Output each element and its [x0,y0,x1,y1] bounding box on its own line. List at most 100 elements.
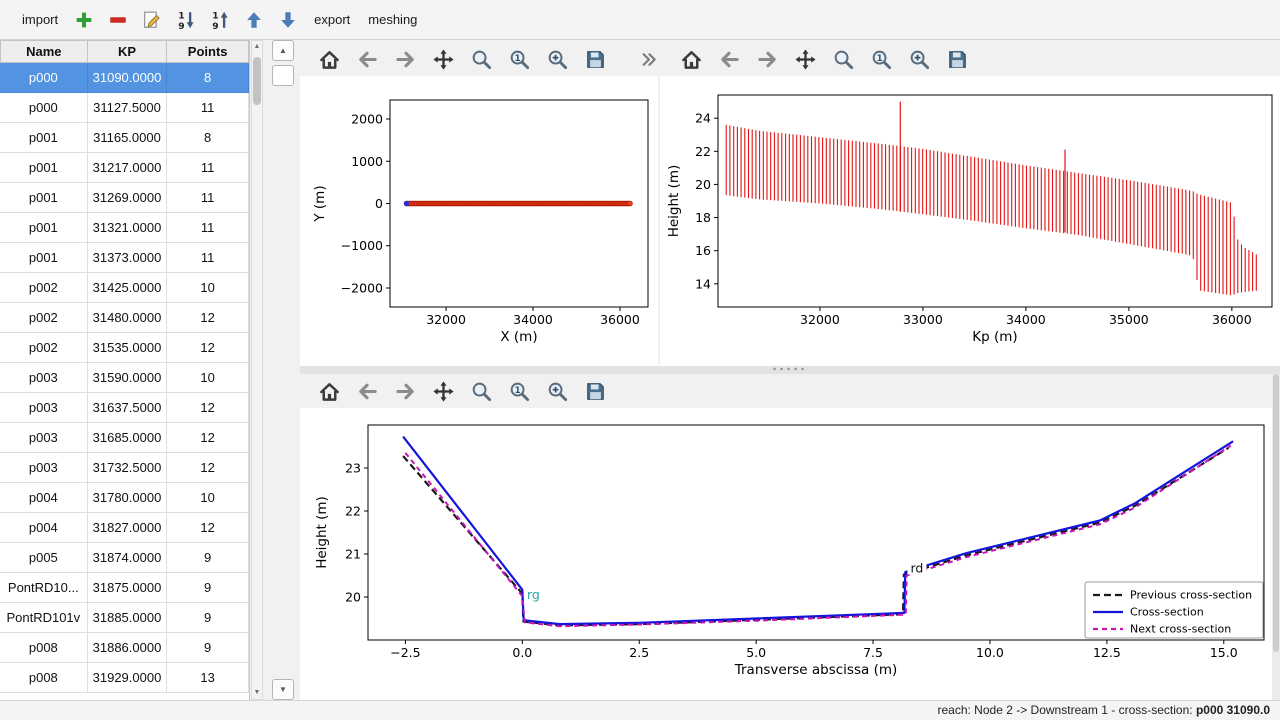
cell-kp[interactable]: 31217.0000 [87,153,168,183]
cell-points[interactable]: 11 [167,243,249,273]
cell-points[interactable]: 13 [167,663,249,693]
cell-points[interactable]: 11 [167,93,249,123]
cell-points[interactable]: 12 [167,453,249,483]
remove-cross-section-button[interactable] [106,8,130,32]
cell-points[interactable]: 12 [167,333,249,363]
zoom-orig-button[interactable]: 1 [506,46,532,72]
right-scrollbar-thumb[interactable] [1273,374,1279,652]
pan-button[interactable] [430,46,456,72]
cell-name[interactable]: p008 [0,633,88,663]
add-cross-section-button[interactable] [72,8,96,32]
horizontal-splitter[interactable]: ····· [300,362,1280,377]
home-button[interactable] [678,46,704,72]
export-button[interactable]: export [314,12,351,27]
table-row[interactable]: p005 31874.0000 9 [0,543,249,573]
zoom-button[interactable] [468,46,494,72]
pan-button[interactable] [430,378,456,404]
cell-name[interactable]: p001 [0,243,88,273]
home-button[interactable] [316,378,342,404]
back-button[interactable] [354,46,380,72]
pan-button[interactable] [792,46,818,72]
table-row[interactable]: p003 31637.5000 12 [0,393,249,423]
table-row[interactable]: p000 31090.0000 8 [0,63,249,93]
cell-kp[interactable]: 31373.0000 [87,243,168,273]
cell-name[interactable]: p001 [0,123,88,153]
cell-kp[interactable]: 31590.0000 [87,363,168,393]
cell-kp[interactable]: 31637.5000 [87,393,168,423]
table-row[interactable]: p004 31827.0000 12 [0,513,249,543]
cell-name[interactable]: p001 [0,213,88,243]
cell-name[interactable]: PontRD10... [0,573,88,603]
cell-kp[interactable]: 31269.0000 [87,183,168,213]
cell-name[interactable]: p002 [0,333,88,363]
table-row[interactable]: PontRD101v 31885.0000 9 [0,603,249,633]
zoom-orig-button[interactable]: 1 [868,46,894,72]
column-header-name[interactable]: Name [0,40,88,63]
cell-name[interactable]: p002 [0,273,88,303]
table-row[interactable]: p001 31217.0000 11 [0,153,249,183]
import-button[interactable]: import [22,12,59,27]
cell-name[interactable]: p001 [0,153,88,183]
cell-points[interactable]: 12 [167,513,249,543]
home-button[interactable] [316,46,342,72]
cell-points[interactable]: 12 [167,303,249,333]
cell-points[interactable]: 9 [167,543,249,573]
cell-points[interactable]: 11 [167,213,249,243]
scroll-down-icon[interactable]: ▼ [253,689,261,696]
cell-kp[interactable]: 31929.0000 [87,663,168,693]
cell-name[interactable]: p000 [0,63,88,93]
cell-name[interactable]: p000 [0,93,88,123]
panel-scrollbar[interactable]: ▲ ▼ [272,40,296,700]
cell-points[interactable]: 11 [167,183,249,213]
cell-points[interactable]: 9 [167,573,249,603]
cell-points[interactable]: 8 [167,123,249,153]
meshing-button[interactable]: meshing [368,12,418,27]
table-row[interactable]: PontRD10... 31875.0000 9 [0,573,249,603]
cell-name[interactable]: p001 [0,183,88,213]
table-row[interactable]: p003 31732.5000 12 [0,453,249,483]
table-row[interactable]: p002 31425.0000 10 [0,273,249,303]
table-row[interactable]: p002 31480.0000 12 [0,303,249,333]
scroll-up-icon[interactable]: ▲ [253,43,261,50]
cell-points[interactable]: 9 [167,633,249,663]
move-up-button[interactable] [242,8,266,32]
back-button[interactable] [716,46,742,72]
cell-name[interactable]: p005 [0,543,88,573]
zoom-sel-button[interactable] [544,378,570,404]
back-button[interactable] [354,378,380,404]
cell-kp[interactable]: 31090.0000 [87,63,168,93]
cell-points[interactable]: 12 [167,393,249,423]
forward-button[interactable] [754,46,780,72]
cell-name[interactable]: PontRD101v [0,603,88,633]
cell-kp[interactable]: 31685.0000 [87,423,168,453]
cell-kp[interactable]: 31732.5000 [87,453,168,483]
longitudinal-profile-plot[interactable]: 32000 33000 34000 35000 36000 14 16 18 20 22 24 Kp … [660,76,1280,366]
save-button[interactable] [582,378,608,404]
cell-points[interactable]: 10 [167,483,249,513]
forward-button[interactable] [392,46,418,72]
cell-name[interactable]: p004 [0,483,88,513]
cell-kp[interactable]: 31480.0000 [87,303,168,333]
panel-scroll-down-button[interactable]: ▼ [272,679,294,700]
cell-name[interactable]: p003 [0,393,88,423]
cell-points[interactable]: 8 [167,63,249,93]
table-row[interactable]: p002 31535.0000 12 [0,333,249,363]
panel-scrollbar-thumb[interactable] [272,65,294,86]
cell-kp[interactable]: 31127.5000 [87,93,168,123]
cell-kp[interactable]: 31165.0000 [87,123,168,153]
cell-points[interactable]: 9 [167,603,249,633]
zoom-orig-button[interactable]: 1 [506,378,532,404]
save-button[interactable] [582,46,608,72]
save-button[interactable] [944,46,970,72]
cell-kp[interactable]: 31780.0000 [87,483,168,513]
zoom-sel-button[interactable] [544,46,570,72]
move-down-button[interactable] [276,8,300,32]
column-header-points[interactable]: Points [167,40,249,63]
zoom-sel-button[interactable] [906,46,932,72]
cell-kp[interactable]: 31321.0000 [87,213,168,243]
table-row[interactable]: p001 31269.0000 11 [0,183,249,213]
table-row[interactable]: p003 31590.0000 10 [0,363,249,393]
cell-kp[interactable]: 31827.0000 [87,513,168,543]
